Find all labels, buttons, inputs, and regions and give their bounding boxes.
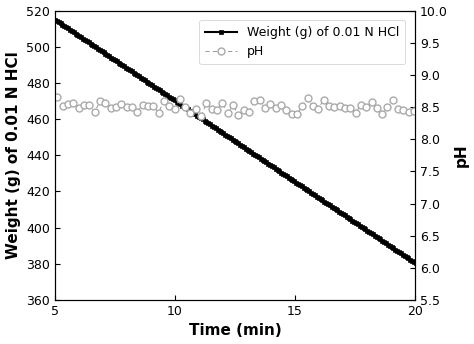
Weight (g) of 0.01 N HCl <box>121 64 127 68</box>
Legend: Weight (g) of 0.01 N HCl, pH: Weight (g) of 0.01 N HCl, pH <box>199 20 405 64</box>
Y-axis label: Weight (g) of 0.01 N HCl: Weight (g) of 0.01 N HCl <box>6 51 20 259</box>
Weight (g) of 0.01 N HCl <box>424 269 430 273</box>
pH <box>374 106 380 110</box>
Weight (g) of 0.01 N HCl <box>67 28 73 32</box>
Weight (g) of 0.01 N HCl <box>406 256 411 260</box>
pH <box>166 104 172 108</box>
pH <box>422 109 428 114</box>
pH <box>102 101 108 105</box>
pH <box>262 106 268 110</box>
Weight (g) of 0.01 N HCl <box>74 33 80 37</box>
pH <box>369 100 374 105</box>
pH <box>198 114 204 118</box>
Weight (g) of 0.01 N HCl <box>52 18 58 22</box>
Line: Weight (g) of 0.01 N HCl: Weight (g) of 0.01 N HCl <box>53 18 429 273</box>
Y-axis label: pH: pH <box>454 143 468 167</box>
pH <box>140 103 146 107</box>
Weight (g) of 0.01 N HCl <box>151 85 157 89</box>
Weight (g) of 0.01 N HCl <box>392 248 398 252</box>
X-axis label: Time (min): Time (min) <box>189 323 282 338</box>
pH <box>55 95 60 99</box>
Line: pH: pH <box>54 94 428 119</box>
